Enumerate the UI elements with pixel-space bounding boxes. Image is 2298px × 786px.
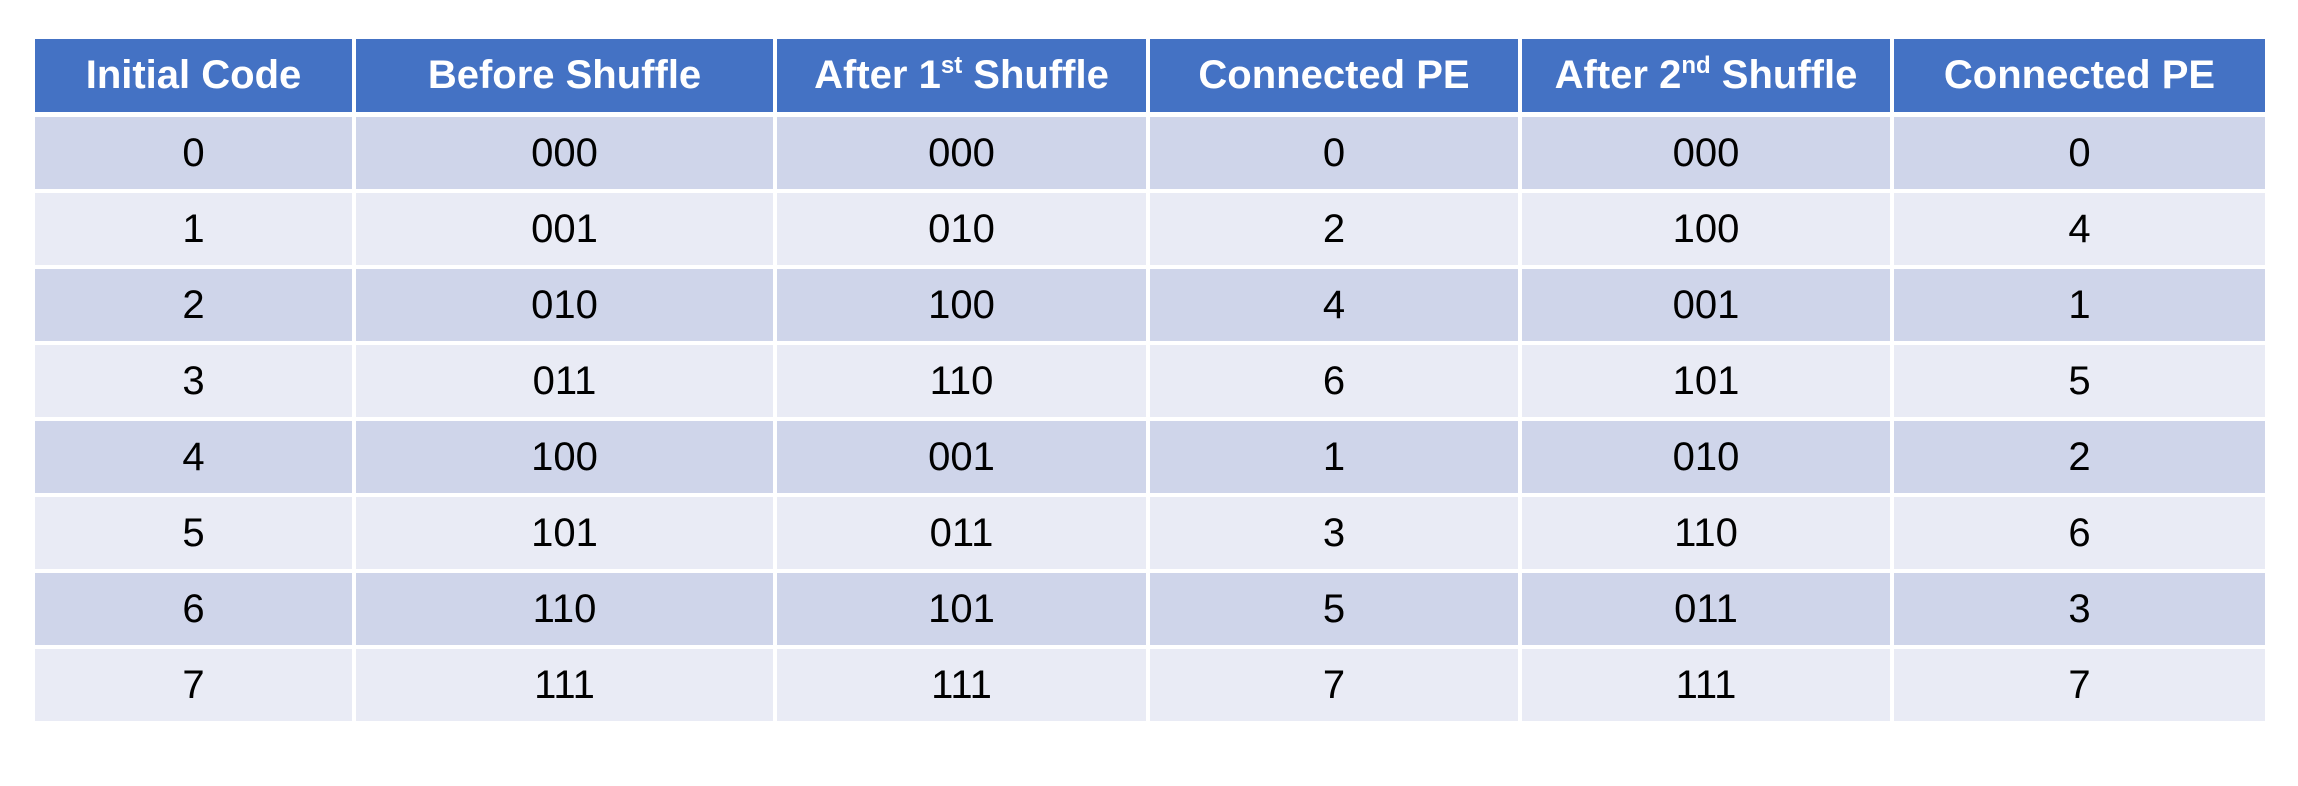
cell-connected-pe-first: 0 bbox=[1146, 112, 1522, 193]
cell-initial-code: 5 bbox=[35, 493, 356, 573]
cell-connected-pe-first: 6 bbox=[1146, 341, 1522, 421]
header-after-second-shuffle: After 2nd Shuffle bbox=[1518, 39, 1894, 117]
cell-after-second-shuffle: 100 bbox=[1518, 189, 1894, 269]
cell-initial-code: 6 bbox=[35, 569, 356, 649]
header-initial-code: Initial Code bbox=[35, 39, 356, 117]
table-header-row: Initial Code Before Shuffle After 1st Sh… bbox=[35, 39, 2265, 117]
cell-connected-pe-second: 6 bbox=[1890, 493, 2265, 573]
cell-after-first-shuffle: 011 bbox=[773, 493, 1150, 573]
cell-after-first-shuffle: 110 bbox=[773, 341, 1150, 421]
cell-after-first-shuffle: 111 bbox=[773, 645, 1150, 721]
cell-connected-pe-first: 3 bbox=[1146, 493, 1522, 573]
cell-connected-pe-second: 4 bbox=[1890, 189, 2265, 269]
cell-after-second-shuffle: 001 bbox=[1518, 265, 1894, 345]
cell-initial-code: 3 bbox=[35, 341, 356, 421]
cell-after-first-shuffle: 001 bbox=[773, 417, 1150, 497]
cell-after-second-shuffle: 011 bbox=[1518, 569, 1894, 649]
table-row: 4 100 001 1 010 2 bbox=[35, 417, 2265, 497]
cell-after-second-shuffle: 101 bbox=[1518, 341, 1894, 421]
cell-initial-code: 1 bbox=[35, 189, 356, 269]
cell-after-first-shuffle: 010 bbox=[773, 189, 1150, 269]
cell-before-shuffle: 110 bbox=[352, 569, 777, 649]
cell-connected-pe-second: 0 bbox=[1890, 112, 2265, 193]
cell-before-shuffle: 000 bbox=[352, 112, 777, 193]
cell-initial-code: 7 bbox=[35, 645, 356, 721]
table-row: 7 111 111 7 111 7 bbox=[35, 645, 2265, 721]
shuffle-table-container: Initial Code Before Shuffle After 1st Sh… bbox=[35, 39, 2265, 721]
cell-connected-pe-first: 1 bbox=[1146, 417, 1522, 497]
cell-after-first-shuffle: 101 bbox=[773, 569, 1150, 649]
table-row: 3 011 110 6 101 5 bbox=[35, 341, 2265, 421]
table-row: 6 110 101 5 011 3 bbox=[35, 569, 2265, 649]
cell-after-first-shuffle: 100 bbox=[773, 265, 1150, 345]
header-after-first-shuffle: After 1st Shuffle bbox=[773, 39, 1150, 117]
cell-initial-code: 4 bbox=[35, 417, 356, 497]
cell-before-shuffle: 001 bbox=[352, 189, 777, 269]
table-row: 0 000 000 0 000 0 bbox=[35, 112, 2265, 193]
cell-after-second-shuffle: 110 bbox=[1518, 493, 1894, 573]
cell-connected-pe-first: 7 bbox=[1146, 645, 1522, 721]
cell-after-second-shuffle: 111 bbox=[1518, 645, 1894, 721]
table-row: 5 101 011 3 110 6 bbox=[35, 493, 2265, 573]
cell-before-shuffle: 010 bbox=[352, 265, 777, 345]
cell-after-first-shuffle: 000 bbox=[773, 112, 1150, 193]
cell-after-second-shuffle: 010 bbox=[1518, 417, 1894, 497]
cell-connected-pe-second: 7 bbox=[1890, 645, 2265, 721]
table-row: 2 010 100 4 001 1 bbox=[35, 265, 2265, 345]
cell-connected-pe-second: 5 bbox=[1890, 341, 2265, 421]
cell-after-second-shuffle: 000 bbox=[1518, 112, 1894, 193]
header-connected-pe-second: Connected PE bbox=[1890, 39, 2265, 117]
cell-before-shuffle: 101 bbox=[352, 493, 777, 573]
header-connected-pe-first: Connected PE bbox=[1146, 39, 1522, 117]
header-before-shuffle: Before Shuffle bbox=[352, 39, 777, 117]
cell-connected-pe-second: 2 bbox=[1890, 417, 2265, 497]
cell-before-shuffle: 111 bbox=[352, 645, 777, 721]
cell-connected-pe-first: 5 bbox=[1146, 569, 1522, 649]
cell-initial-code: 0 bbox=[35, 112, 356, 193]
cell-initial-code: 2 bbox=[35, 265, 356, 345]
cell-connected-pe-first: 2 bbox=[1146, 189, 1522, 269]
table-row: 1 001 010 2 100 4 bbox=[35, 189, 2265, 269]
cell-connected-pe-first: 4 bbox=[1146, 265, 1522, 345]
cell-connected-pe-second: 3 bbox=[1890, 569, 2265, 649]
cell-before-shuffle: 100 bbox=[352, 417, 777, 497]
cell-before-shuffle: 011 bbox=[352, 341, 777, 421]
shuffle-exchange-table: Initial Code Before Shuffle After 1st Sh… bbox=[35, 39, 2265, 721]
cell-connected-pe-second: 1 bbox=[1890, 265, 2265, 345]
